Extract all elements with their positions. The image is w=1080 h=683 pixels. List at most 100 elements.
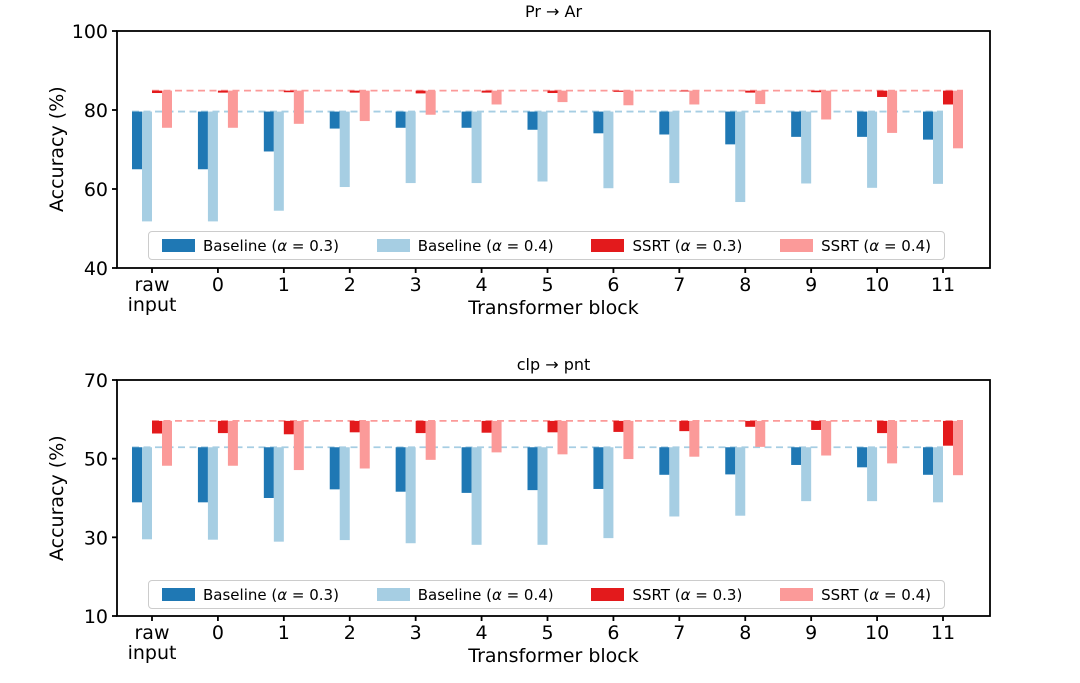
bar — [603, 447, 614, 539]
bar — [207, 111, 218, 222]
y-tick-label: 10 — [84, 606, 108, 628]
bar — [877, 90, 888, 97]
bar — [395, 111, 406, 128]
bar — [557, 420, 568, 455]
legend-label: Baseline (α = 0.4) — [417, 236, 554, 255]
bar — [593, 111, 604, 134]
bar — [273, 111, 284, 211]
bar — [339, 447, 350, 541]
bar — [217, 420, 228, 434]
bar — [405, 447, 416, 544]
x-tick-label: input — [128, 294, 177, 316]
x-tick-label: input — [128, 642, 177, 664]
x-tick-label: 11 — [931, 622, 955, 644]
bar — [811, 90, 822, 93]
y-tick-label: 70 — [84, 370, 108, 392]
bar — [953, 90, 963, 149]
bar — [603, 111, 614, 189]
x-tick-label: 8 — [739, 622, 751, 644]
bar — [527, 447, 538, 491]
legend-label: Baseline (α = 0.4) — [417, 585, 554, 604]
legend-swatch — [162, 588, 195, 601]
x-tick-label: 5 — [541, 274, 553, 296]
y-tick-label: 60 — [84, 179, 108, 201]
bar — [877, 420, 888, 434]
legend-item: SSRT (α = 0.4) — [780, 237, 931, 255]
bar — [735, 111, 746, 203]
bar — [207, 447, 218, 540]
legend-item: Baseline (α = 0.3) — [162, 237, 339, 255]
bar — [613, 90, 624, 92]
bar — [293, 90, 304, 124]
bar — [227, 90, 238, 128]
x-tick-label: raw — [135, 622, 170, 644]
legend-label: Baseline (α = 0.3) — [203, 585, 339, 604]
bar — [349, 420, 360, 433]
bar — [405, 111, 416, 184]
legend-label: SSRT (α = 0.3) — [632, 585, 743, 604]
legend-label: SSRT (α = 0.4) — [821, 585, 931, 604]
bar — [923, 111, 933, 140]
x-tick-label: 3 — [410, 622, 422, 644]
x-tick-label: 1 — [278, 274, 290, 296]
bar — [132, 111, 142, 170]
x-tick-label: 9 — [805, 622, 817, 644]
bar — [152, 420, 162, 434]
bar — [283, 90, 294, 93]
bar — [395, 447, 406, 492]
x-tick-label: 2 — [344, 622, 356, 644]
legend: Baseline (α = 0.3) Baseline (α = 0.4) SSRT… — [148, 231, 945, 260]
x-tick-label: 8 — [739, 274, 751, 296]
bar — [755, 90, 766, 105]
bar — [349, 90, 360, 93]
bar — [801, 447, 812, 502]
bar — [329, 447, 340, 490]
bar — [887, 420, 898, 464]
legend-item: Baseline (α = 0.4) — [376, 236, 554, 255]
bar — [491, 90, 502, 105]
bar — [801, 111, 812, 184]
legend-item: SSRT (α = 0.4) — [780, 586, 931, 604]
bar — [689, 420, 700, 457]
bar — [867, 111, 878, 188]
bar — [933, 447, 943, 503]
bar — [425, 90, 436, 115]
legend: Baseline (α = 0.3) Baseline (α = 0.4) SSRT… — [148, 580, 945, 609]
bar — [933, 111, 943, 184]
bar — [162, 90, 172, 128]
legend-swatch — [591, 239, 625, 252]
bar — [263, 111, 274, 152]
bar — [821, 420, 832, 456]
y-tick-label: 80 — [84, 100, 108, 122]
bar — [689, 90, 700, 105]
bar — [415, 90, 426, 94]
x-tick-label: 0 — [212, 274, 224, 296]
bar — [329, 111, 340, 129]
bar — [735, 447, 746, 516]
chart-title: clp → pnt — [516, 355, 591, 374]
legend-swatch — [591, 588, 625, 601]
axes-box — [116, 379, 991, 617]
bar — [593, 447, 604, 489]
bar — [142, 447, 152, 540]
x-tick-label: 7 — [673, 622, 685, 644]
x-tick-label: 3 — [410, 274, 422, 296]
x-tick-label: 6 — [607, 274, 619, 296]
bar — [461, 447, 472, 493]
bar — [537, 447, 548, 545]
bar — [547, 420, 558, 433]
bar — [197, 111, 208, 170]
bar — [867, 447, 878, 502]
bar — [263, 447, 274, 498]
x-tick-label: 11 — [931, 274, 955, 296]
x-tick-label: 6 — [607, 622, 619, 644]
bar — [461, 111, 472, 128]
bar — [142, 111, 152, 222]
y-axis-label: Accuracy (%) — [46, 435, 68, 561]
x-axis-label: Transformer block — [468, 297, 639, 319]
bar — [755, 420, 766, 447]
legend-swatch — [780, 588, 814, 601]
bar — [359, 420, 370, 469]
